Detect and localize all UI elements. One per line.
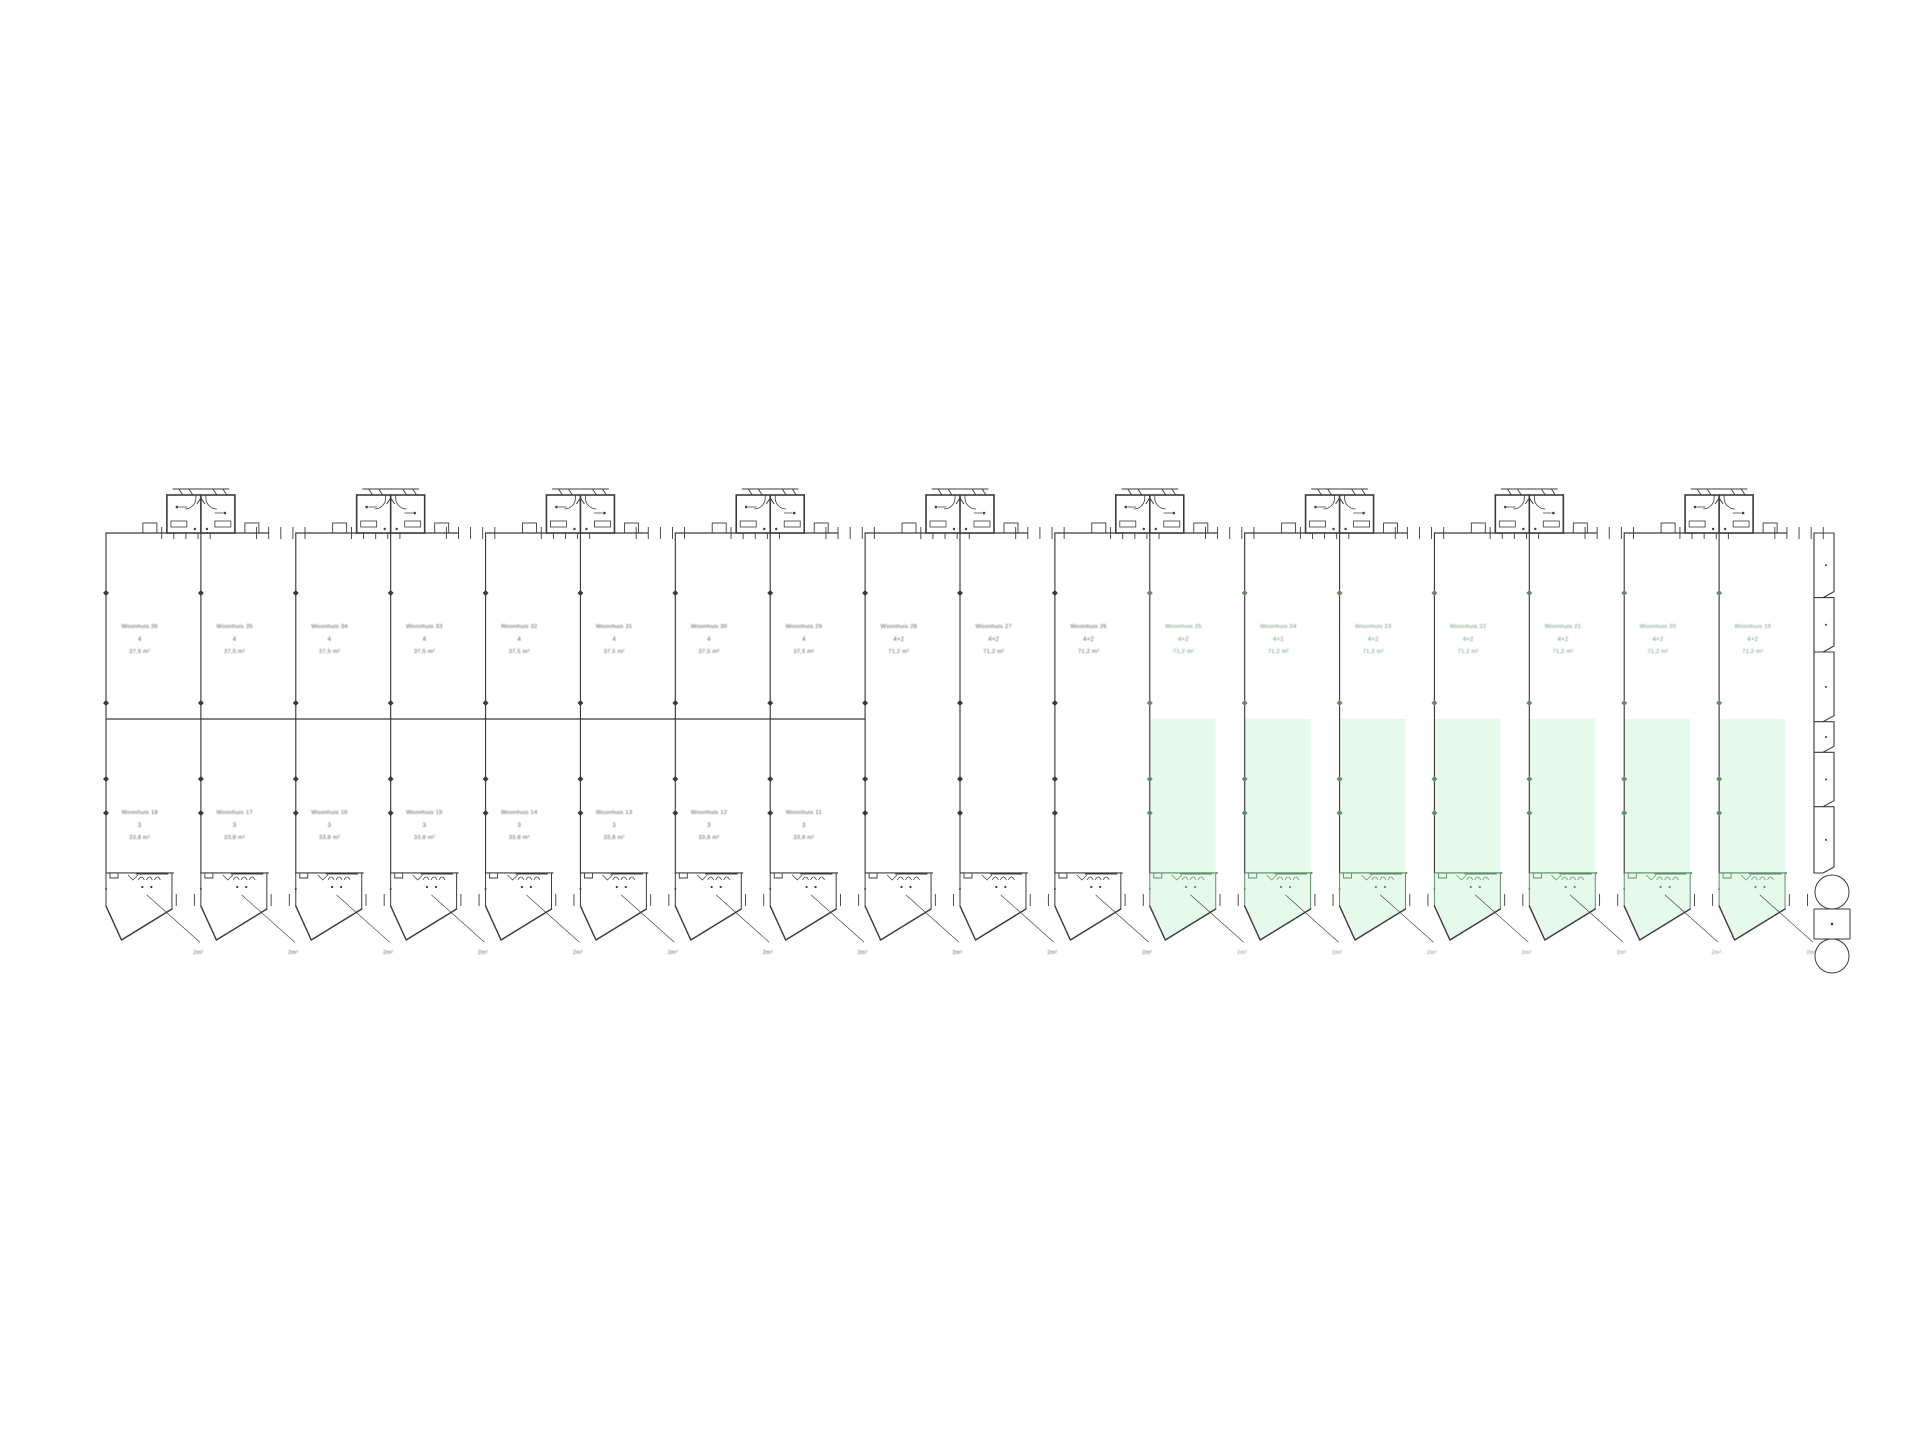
svg-text:71,2 m²: 71,2 m² [1268,649,1289,655]
svg-text:33,8 m²: 33,8 m² [698,835,719,841]
svg-text:3: 3 [423,823,427,829]
svg-text:37,5 m²: 37,5 m² [793,649,814,655]
svg-text:2m²: 2m² [1142,950,1152,956]
svg-text:4: 4 [233,637,237,643]
svg-text:37,5 m²: 37,5 m² [604,649,625,655]
svg-text:4+2: 4+2 [1653,637,1664,643]
svg-text:3: 3 [517,823,521,829]
svg-text:71,2 m²: 71,2 m² [1173,649,1194,655]
svg-text:33,8 m²: 33,8 m² [319,835,340,841]
svg-text:4+2: 4+2 [1558,637,1569,643]
svg-text:2m²: 2m² [1047,950,1057,956]
svg-text:3: 3 [328,823,332,829]
svg-text:Woonhuis 31: Woonhuis 31 [596,624,632,630]
svg-text:Woonhuis 35: Woonhuis 35 [216,624,253,630]
svg-text:2m²: 2m² [1237,950,1247,956]
svg-text:3: 3 [138,823,142,829]
svg-text:2m²: 2m² [193,950,203,956]
svg-text:Woonhuis 34: Woonhuis 34 [311,624,348,630]
svg-text:4+2: 4+2 [893,637,904,643]
svg-text:2m²: 2m² [288,950,298,956]
svg-text:Woonhuis 18: Woonhuis 18 [121,810,158,816]
svg-text:Woonhuis 19: Woonhuis 19 [1735,624,1771,630]
svg-text:71,2 m²: 71,2 m² [1363,649,1384,655]
svg-text:2m²: 2m² [1617,950,1627,956]
svg-text:37,5 m²: 37,5 m² [698,649,719,655]
svg-text:4: 4 [138,637,142,643]
svg-text:2m²: 2m² [383,950,393,956]
svg-text:33,8 m²: 33,8 m² [604,835,625,841]
svg-text:3: 3 [612,823,616,829]
svg-text:Woonhuis 17: Woonhuis 17 [216,810,252,816]
svg-text:Woonhuis 25: Woonhuis 25 [1165,624,1202,630]
svg-text:Woonhuis 30: Woonhuis 30 [691,624,728,630]
svg-text:33,8 m²: 33,8 m² [224,835,245,841]
svg-text:2m²: 2m² [573,950,583,956]
svg-text:71,2 m²: 71,2 m² [888,649,909,655]
svg-text:Woonhuis 22: Woonhuis 22 [1450,624,1486,630]
svg-text:2m²: 2m² [763,950,773,956]
svg-text:2m²: 2m² [1522,950,1532,956]
svg-text:33,8 m²: 33,8 m² [793,835,814,841]
svg-text:3: 3 [802,823,806,829]
svg-text:Woonhuis 21: Woonhuis 21 [1545,624,1581,630]
svg-text:Woonhuis 14: Woonhuis 14 [501,810,538,816]
svg-text:4: 4 [707,637,711,643]
svg-text:Woonhuis 27: Woonhuis 27 [975,624,1011,630]
svg-text:37,5 m²: 37,5 m² [414,649,435,655]
svg-text:Woonhuis 26: Woonhuis 26 [1070,624,1107,630]
svg-text:2m²: 2m² [478,950,488,956]
svg-text:3: 3 [707,823,711,829]
svg-text:2m²: 2m² [1712,950,1722,956]
svg-text:Woonhuis 33: Woonhuis 33 [406,624,443,630]
svg-text:2m²: 2m² [952,950,962,956]
svg-text:71,2 m²: 71,2 m² [1078,649,1099,655]
svg-text:Woonhuis 23: Woonhuis 23 [1355,624,1392,630]
svg-text:2m²: 2m² [1427,950,1437,956]
svg-text:37,5 m²: 37,5 m² [319,649,340,655]
svg-text:37,5 m²: 37,5 m² [129,649,150,655]
svg-text:Woonhuis 16: Woonhuis 16 [311,810,348,816]
svg-text:4+2: 4+2 [1083,637,1094,643]
svg-text:33,8 m²: 33,8 m² [129,835,150,841]
svg-text:71,2 m²: 71,2 m² [983,649,1004,655]
svg-text:4+2: 4+2 [988,637,999,643]
svg-text:2m²: 2m² [1332,950,1342,956]
svg-text:4: 4 [612,637,616,643]
svg-text:4: 4 [423,637,427,643]
svg-text:4+2: 4+2 [1178,637,1189,643]
svg-text:Woonhuis 36: Woonhuis 36 [121,624,158,630]
svg-text:4+2: 4+2 [1273,637,1284,643]
svg-text:4+2: 4+2 [1368,637,1379,643]
svg-text:4: 4 [328,637,332,643]
svg-text:Woonhuis 15: Woonhuis 15 [406,810,443,816]
svg-text:71,2 m²: 71,2 m² [1552,649,1573,655]
svg-text:33,8 m²: 33,8 m² [509,835,530,841]
svg-text:71,2 m²: 71,2 m² [1647,649,1668,655]
svg-text:4+2: 4+2 [1463,637,1474,643]
svg-text:3: 3 [233,823,237,829]
svg-text:71,2 m²: 71,2 m² [1742,649,1763,655]
svg-text:37,5 m²: 37,5 m² [509,649,530,655]
svg-text:Woonhuis 32: Woonhuis 32 [501,624,537,630]
svg-text:Woonhuis 29: Woonhuis 29 [786,624,822,630]
svg-text:Woonhuis 24: Woonhuis 24 [1260,624,1297,630]
svg-text:Woonhuis 20: Woonhuis 20 [1640,624,1677,630]
svg-text:Woonhuis 13: Woonhuis 13 [596,810,633,816]
svg-text:4: 4 [802,637,806,643]
svg-text:71,2 m²: 71,2 m² [1458,649,1479,655]
svg-text:4: 4 [517,637,521,643]
svg-text:2m²: 2m² [668,950,678,956]
svg-text:37,5 m²: 37,5 m² [224,649,245,655]
svg-text:2m²: 2m² [858,950,868,956]
svg-text:Woonhuis 12: Woonhuis 12 [691,810,727,816]
svg-text:Woonhuis 11: Woonhuis 11 [786,810,822,816]
svg-text:Woonhuis 28: Woonhuis 28 [881,624,918,630]
svg-text:33,8 m²: 33,8 m² [414,835,435,841]
svg-text:4+2: 4+2 [1747,637,1758,643]
